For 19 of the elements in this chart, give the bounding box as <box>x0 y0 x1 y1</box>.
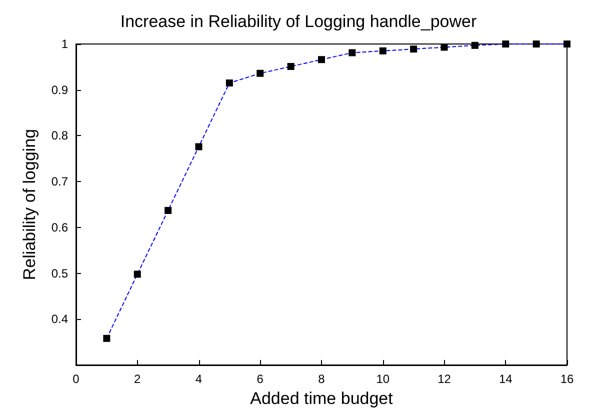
x-tick-label: 4 <box>195 372 202 386</box>
x-tick-label: 8 <box>318 372 326 386</box>
y-tick-label: 0.7 <box>51 174 68 189</box>
y-tick-label: 0.5 <box>51 266 68 280</box>
y-tick-label: 0.9 <box>51 82 68 97</box>
y-tick-label: 1 <box>61 37 68 51</box>
x-tick-label: 2 <box>134 372 142 386</box>
x-tick-label: 14 <box>498 372 513 386</box>
x-tick-label: 6 <box>256 372 264 386</box>
x-tick-label: 0 <box>72 372 80 386</box>
y-tick-label: 0.4 <box>51 312 68 326</box>
y-tick-label: 0.6 <box>51 220 68 234</box>
chart-title: Increase in Reliability of Logging handle_power <box>120 12 477 31</box>
x-axis-title: Added time budget <box>250 388 394 408</box>
x-tick-label: 16 <box>560 372 574 386</box>
y-axis-title: Reliability of logging <box>20 128 39 280</box>
x-tick-label: 10 <box>376 372 390 386</box>
x-tick-label: 12 <box>438 372 452 386</box>
y-tick-label: 0.8 <box>51 128 68 143</box>
